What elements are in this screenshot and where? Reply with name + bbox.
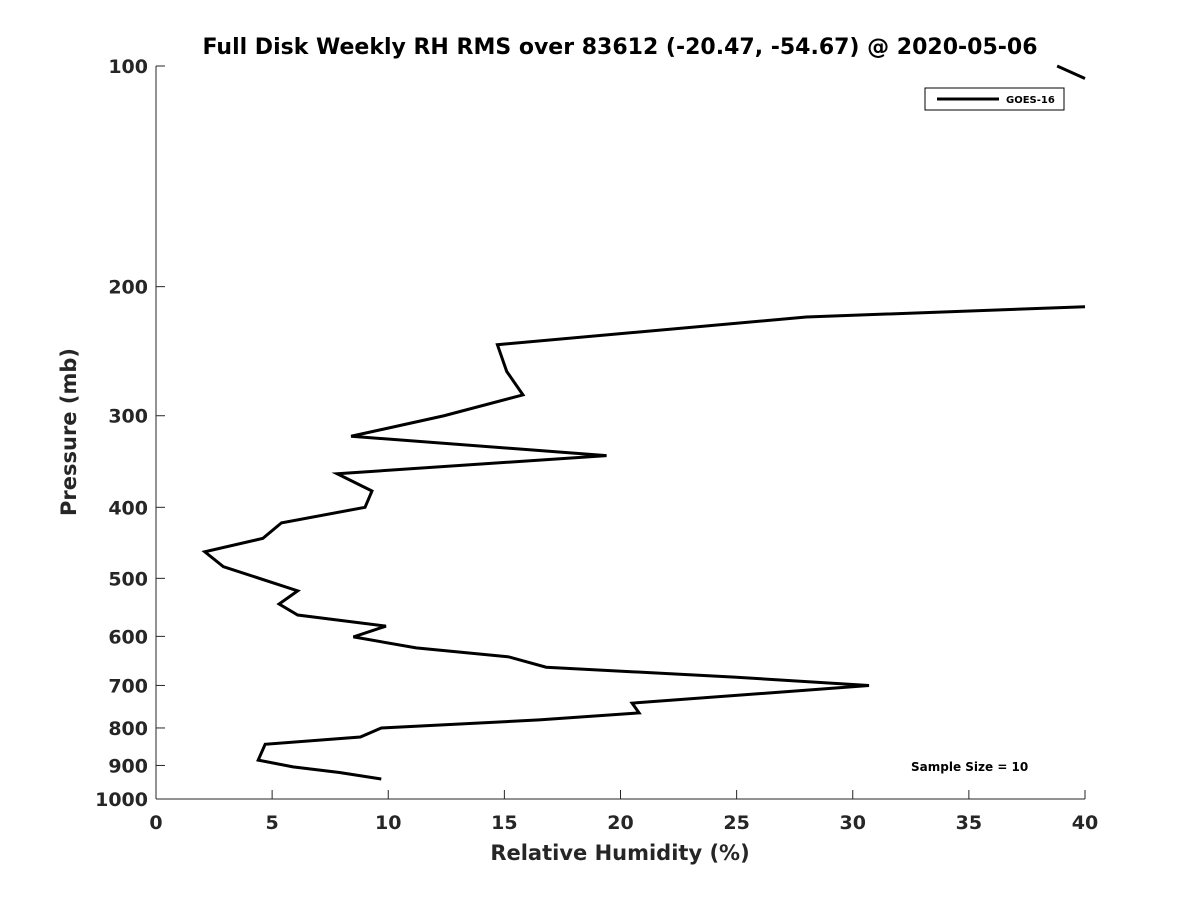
x-axis-label: Relative Humidity (%) <box>490 841 749 865</box>
y-tick-label: 500 <box>108 568 148 590</box>
y-tick-label: 300 <box>108 406 148 428</box>
legend: GOES-16 <box>924 87 1065 111</box>
series-line-goes-16-top-segment <box>1056 64 1086 80</box>
y-tick-label: 600 <box>108 626 148 648</box>
x-tick-label: 20 <box>607 812 633 834</box>
axes: 0 5 10 15 20 25 30 35 40 100 200 300 400 500 600 700 800… <box>95 56 1098 834</box>
y-tick-label: 900 <box>108 755 148 777</box>
y-tick-label: 700 <box>108 675 148 697</box>
x-tick-label: 15 <box>491 812 517 834</box>
series-line-goes-16 <box>201 305 1085 781</box>
y-tick-label: 1000 <box>95 789 148 811</box>
y-tick-label: 100 <box>108 56 148 78</box>
x-tick-label: 25 <box>723 812 749 834</box>
y-tick-label: 200 <box>108 277 148 299</box>
x-tick-label: 10 <box>375 812 401 834</box>
x-tick-label: 30 <box>840 812 866 834</box>
x-tick-label: 40 <box>1072 812 1098 834</box>
sample-size-annotation: Sample Size = 10 <box>911 760 1028 774</box>
x-tick-label: 0 <box>149 812 162 834</box>
legend-label-goes-16: GOES-16 <box>1006 95 1055 106</box>
x-tick-label: 5 <box>266 812 279 834</box>
y-tick-label: 400 <box>108 497 148 519</box>
y-tick-label: 800 <box>108 718 148 740</box>
chart-title: Full Disk Weekly RH RMS over 83612 (-20.… <box>202 35 1037 60</box>
x-tick-label: 35 <box>956 812 982 834</box>
y-axis-label: Pressure (mb) <box>57 348 81 516</box>
